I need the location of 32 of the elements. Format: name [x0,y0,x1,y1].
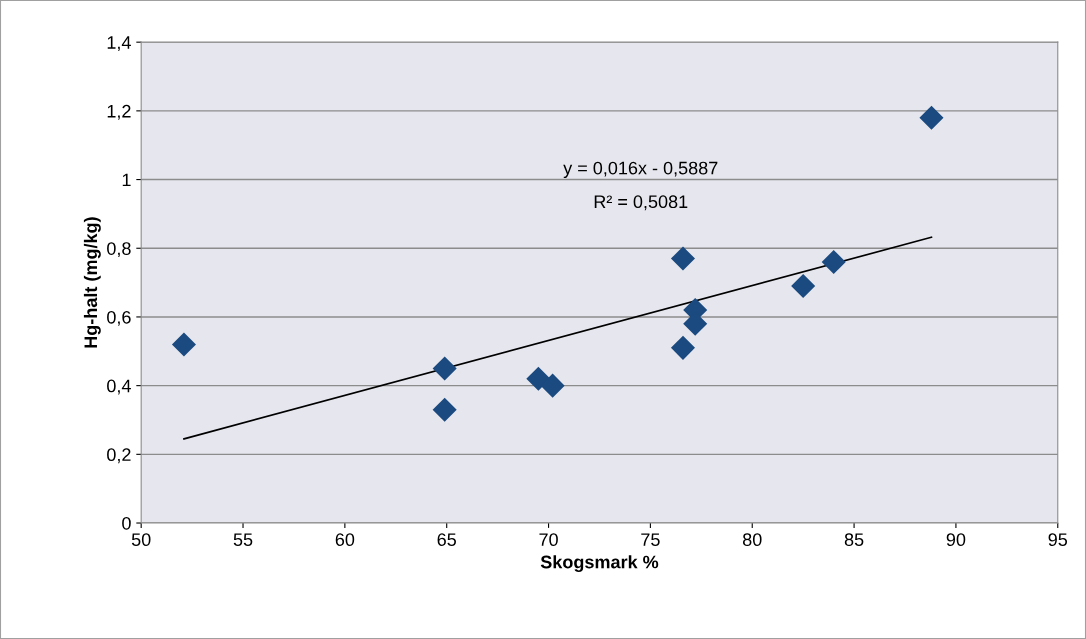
point [670,246,696,271]
point [526,366,551,391]
point [432,356,457,381]
y-tick-label: 1,4 [107,36,131,52]
point [791,274,816,299]
y-tick-label: 0,6 [107,310,131,326]
y-tick-label: 0,4 [107,379,131,395]
x-tick-label: 80 [742,533,762,547]
x-tick-label: 90 [946,533,966,547]
x-tick-label: 95 [1048,533,1068,547]
point [171,332,196,357]
y-axis-title: Hg-halt (mg/kg) [83,217,101,348]
point [432,397,457,422]
x-tick-label: 85 [844,533,864,547]
x-tick-label: 70 [539,533,558,547]
y-tick-label: 0,2 [107,448,131,464]
x-tick-label: 75 [641,533,660,547]
annotation: R² = 0,5081 [594,195,688,211]
y-tick-label: 0,8 [107,242,131,258]
x-tick-label: 60 [335,533,355,547]
x-tick-label: 55 [233,533,253,547]
point [670,335,696,360]
x-axis-title: Skogsmark % [540,555,659,573]
y-tick-label: 0 [122,516,131,530]
point [821,249,846,275]
y-tick-label: 1,2 [107,104,131,120]
point [919,105,944,130]
y-tick-label: 1 [122,173,131,187]
x-tick-label: 50 [131,533,151,547]
annotation: y = 0,016x - 0,5887 [563,161,718,179]
x-tick-label: 65 [437,533,456,547]
point [540,373,565,398]
